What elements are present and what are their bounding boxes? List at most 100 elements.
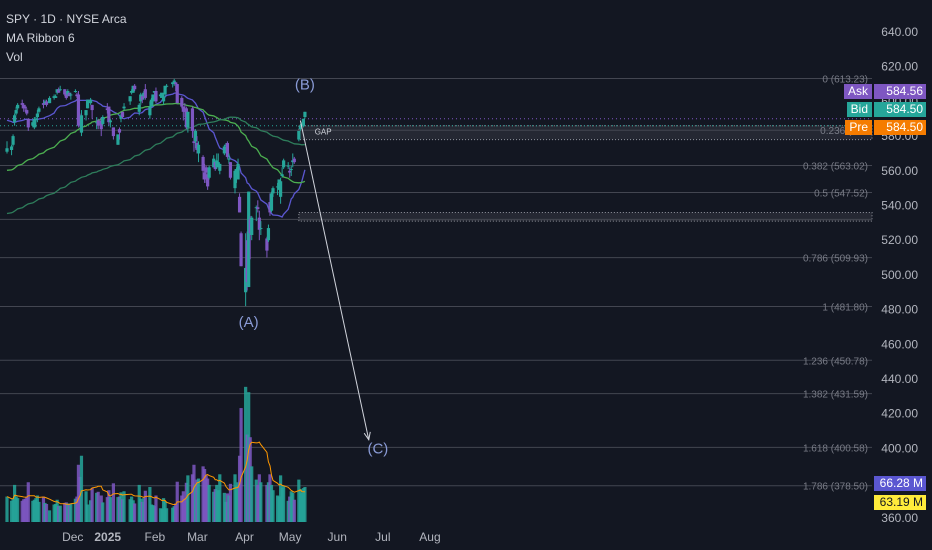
candle-body — [259, 228, 263, 230]
price-tick-label: 620.00 — [881, 60, 918, 74]
wave-label-c: (C) — [367, 441, 388, 458]
candle-99 — [228, 162, 233, 180]
candle-body — [237, 196, 242, 213]
candle-84 — [196, 141, 201, 163]
volume-bar-42 — [101, 502, 105, 522]
pre-price-tag: 584.50 — [874, 120, 926, 135]
candle-5 — [16, 103, 20, 111]
candle-30 — [73, 89, 77, 93]
candle-29 — [69, 92, 73, 100]
price-tick-label: 460.00 — [881, 337, 918, 351]
candle-body — [73, 90, 77, 92]
price-tick-label: 560.00 — [881, 164, 918, 178]
price-tick-label: 400.00 — [881, 441, 918, 455]
candle-body — [85, 99, 90, 109]
candle-9 — [25, 108, 29, 116]
candle-body — [193, 130, 198, 142]
candle-body — [201, 156, 205, 171]
volume-bar-51 — [122, 491, 126, 522]
candle-body — [180, 97, 184, 107]
candle-body — [265, 238, 269, 251]
volume-bar-40 — [96, 491, 100, 522]
candle-body — [289, 169, 293, 171]
candle-body — [301, 118, 305, 126]
candle-55 — [133, 84, 137, 91]
candle-69 — [163, 85, 167, 97]
candle-126 — [289, 165, 293, 177]
candle-117 — [269, 191, 274, 213]
price-tick-label: 500.00 — [881, 268, 918, 282]
candle-body — [228, 162, 233, 178]
candle-body — [280, 174, 284, 177]
moving-average-ribbon — [6, 92, 306, 218]
indicator-volume[interactable]: Vol — [6, 50, 23, 64]
candle-body — [9, 146, 14, 150]
candle-70 — [165, 84, 169, 88]
candle-body — [149, 99, 153, 107]
candle-65 — [154, 87, 158, 104]
volume-bar-18 — [44, 503, 49, 522]
volume-bar-24 — [58, 505, 62, 522]
candle-10 — [26, 118, 30, 131]
candle-body — [120, 111, 125, 118]
volume-bar-45 — [108, 497, 112, 522]
candle-body — [206, 174, 210, 187]
volume-bar-99 — [228, 483, 233, 522]
candle-50 — [120, 111, 125, 119]
candle-38 — [90, 104, 94, 119]
candle-body — [218, 163, 222, 171]
projection-arrow — [299, 120, 370, 440]
candle-body — [96, 120, 100, 126]
candle-body — [101, 117, 105, 124]
candle-94 — [218, 163, 222, 175]
candle-body — [207, 167, 211, 178]
volume-bar-128 — [292, 499, 296, 522]
candle-86 — [203, 163, 207, 183]
candle-body — [222, 146, 226, 154]
volume-bar-65 — [154, 495, 158, 522]
candle-body — [35, 113, 39, 118]
volume-bar-55 — [133, 503, 137, 522]
candle-13 — [34, 117, 38, 128]
symbol-title[interactable]: SPY · 1D · NYSE Arca — [6, 12, 127, 26]
candle-34 — [79, 110, 84, 137]
pre-label: Pre — [845, 120, 872, 135]
candle-body — [37, 108, 41, 112]
candle-body — [143, 89, 147, 98]
candle-133 — [303, 111, 307, 119]
candle-body — [133, 85, 137, 90]
candle-body — [204, 167, 208, 173]
candle-body — [107, 106, 111, 123]
candle-body — [111, 127, 115, 137]
wave-label-gap: GAP — [315, 127, 332, 136]
volume-bar-15 — [37, 501, 41, 522]
candle-body — [64, 92, 68, 98]
candle-body — [26, 118, 30, 128]
ask-price-tag: 584.56 — [874, 84, 926, 99]
candle-body — [58, 89, 62, 91]
candle-113 — [259, 221, 263, 235]
candle-104 — [239, 231, 243, 267]
candle-103 — [237, 193, 242, 213]
candle-body — [175, 84, 179, 104]
candle-body — [32, 118, 36, 128]
volume-bar-34 — [79, 455, 84, 522]
candle-body — [20, 103, 24, 105]
volume-bars — [5, 386, 307, 522]
candle-body — [160, 92, 164, 98]
candle-body — [225, 143, 229, 157]
candle-body — [279, 181, 283, 197]
price-tick-label: 440.00 — [881, 372, 918, 386]
candle-body — [23, 106, 27, 109]
candle-body — [174, 82, 178, 85]
volume-bar-104 — [239, 408, 243, 522]
time-tick-label: 2025 — [94, 530, 121, 544]
candle-body — [79, 115, 84, 133]
candle-body — [163, 85, 167, 95]
indicator-ma-ribbon[interactable]: MA Ribbon 6 — [6, 31, 75, 45]
volume-bar-60 — [143, 490, 147, 522]
fib-label-0.5: 0.5 (547.52) — [814, 188, 868, 199]
volume-bar-0 — [5, 496, 9, 522]
candle-body — [14, 110, 18, 114]
